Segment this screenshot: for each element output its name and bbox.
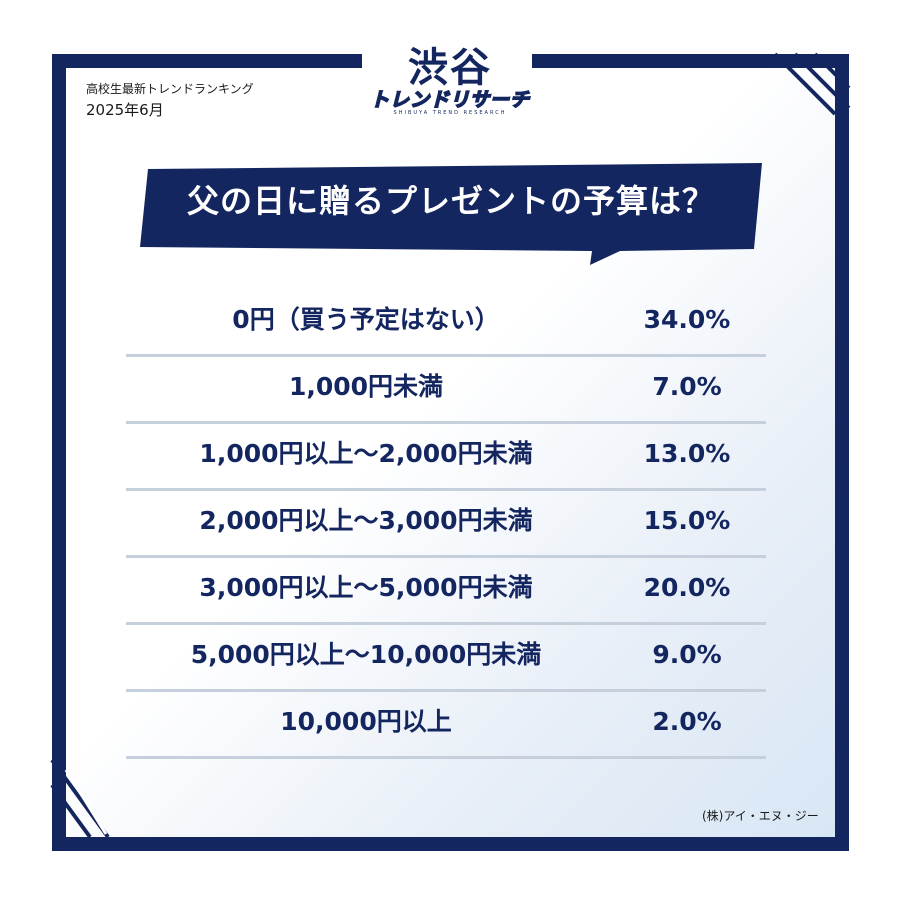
- row-label: 0円（買う予定はない）: [232, 305, 500, 334]
- logo-tiny: SHIBUYA TREND RESEARCH: [393, 110, 507, 116]
- header-subtitle: 高校生最新トレンドランキング: [86, 82, 254, 96]
- table-row: 1,000円未満 7.0%: [126, 357, 766, 424]
- row-label: 10,000円以上: [280, 707, 452, 736]
- row-value: 7.0%: [652, 372, 722, 401]
- row-label: 1,000円未満: [288, 372, 444, 401]
- row-value: 13.0%: [643, 439, 731, 468]
- row-value: 2.0%: [652, 707, 722, 736]
- row-label: 2,000円以上〜3,000円未満: [199, 506, 533, 535]
- row-value: 34.0%: [643, 305, 731, 334]
- table-row: 3,000円以上〜5,000円未満 20.0%: [126, 558, 766, 625]
- banner-title: 父の日に贈るプレゼントの予算は？: [186, 182, 715, 220]
- row-value: 15.0%: [643, 506, 731, 535]
- table-row: 2,000円以上〜3,000円未満 15.0%: [126, 491, 766, 558]
- row-value: 20.0%: [643, 573, 731, 602]
- row-label: 1,000円以上〜2,000円未満: [199, 439, 533, 468]
- banner-shape: [140, 163, 762, 265]
- row-label: 5,000円以上〜10,000円未満: [190, 640, 542, 669]
- title-banner: 父の日に贈るプレゼントの予算は？: [140, 163, 762, 265]
- table-row: 1,000円以上〜2,000円未満 13.0%: [126, 424, 766, 491]
- logo-main: 渋谷: [408, 45, 492, 91]
- row-label: 3,000円以上〜5,000円未満: [199, 573, 533, 602]
- logo-gap: [362, 46, 532, 76]
- header-date: 2025年6月: [86, 101, 164, 119]
- ranking-table: 0円（買う予定はない） 34.0% 1,000円未満 7.0% 1,000円以上…: [126, 290, 766, 759]
- row-value: 9.0%: [652, 640, 722, 669]
- logo-sub: トレンドリサーチ: [369, 89, 530, 111]
- copyright: (株)アイ・エヌ・ジー: [702, 809, 819, 823]
- table-row: 5,000円以上〜10,000円未満 9.0%: [126, 625, 766, 692]
- table-row: 10,000円以上 2.0%: [126, 692, 766, 759]
- table-row: 0円（買う予定はない） 34.0%: [126, 290, 766, 357]
